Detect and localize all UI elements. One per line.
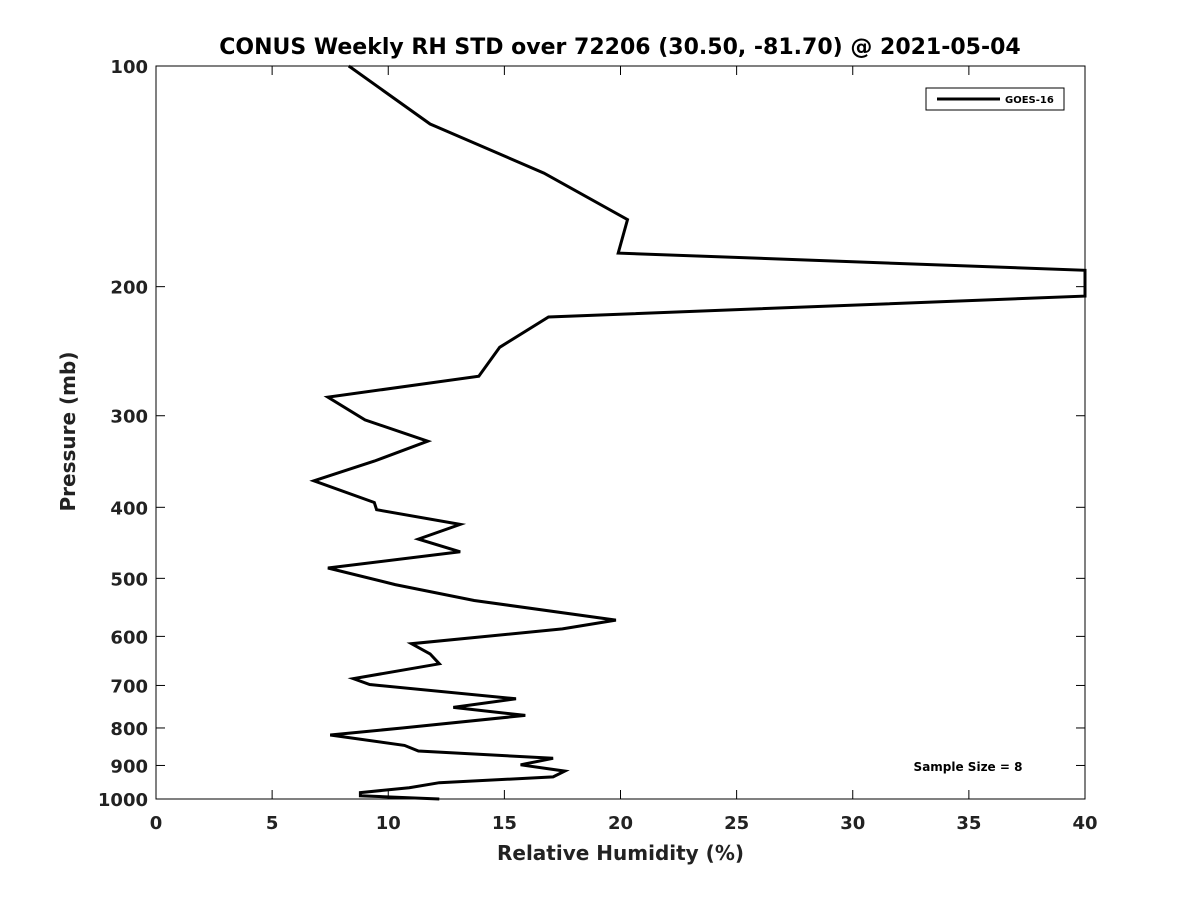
x-tick-label: 5 xyxy=(266,813,279,834)
y-tick-label: 100 xyxy=(110,57,148,78)
x-axis-ticks: 0 5 10 15 20 25 30 35 40 xyxy=(150,66,1098,834)
x-tick-label: 10 xyxy=(376,813,401,834)
y-tick-label: 800 xyxy=(110,719,148,740)
y-tick-label: 400 xyxy=(110,498,148,519)
x-tick-label: 35 xyxy=(956,813,981,834)
legend-label-goes-16: GOES-16 xyxy=(1005,95,1054,106)
y-axis-ticks: 100 200 300 400 500 600 700 800 900 1000 xyxy=(98,57,1085,811)
x-tick-label: 25 xyxy=(724,813,749,834)
y-tick-label: 500 xyxy=(110,569,148,590)
y-tick-label: 600 xyxy=(110,627,148,648)
plot-axes-frame xyxy=(155,65,1086,800)
legend: GOES-16 xyxy=(925,87,1065,111)
x-tick-label: 40 xyxy=(1072,813,1097,834)
y-tick-label: 900 xyxy=(110,756,148,777)
y-axis-label: Pressure (mb) xyxy=(56,352,80,512)
x-tick-label: 0 xyxy=(150,813,163,834)
x-axis-label: Relative Humidity (%) xyxy=(497,841,744,865)
x-tick-label: 15 xyxy=(492,813,517,834)
x-tick-label: 20 xyxy=(608,813,633,834)
x-tick-label: 30 xyxy=(840,813,865,834)
y-tick-label: 300 xyxy=(110,407,148,428)
y-tick-label: 1000 xyxy=(98,790,148,811)
y-tick-label: 200 xyxy=(110,278,148,299)
chart-title: CONUS Weekly RH STD over 72206 (30.50, -… xyxy=(219,35,1020,60)
sample-size-annotation: Sample Size = 8 xyxy=(914,760,1023,774)
series-line-goes-16 xyxy=(309,64,1087,801)
series-layer xyxy=(309,64,1087,801)
y-tick-label: 700 xyxy=(110,676,148,697)
